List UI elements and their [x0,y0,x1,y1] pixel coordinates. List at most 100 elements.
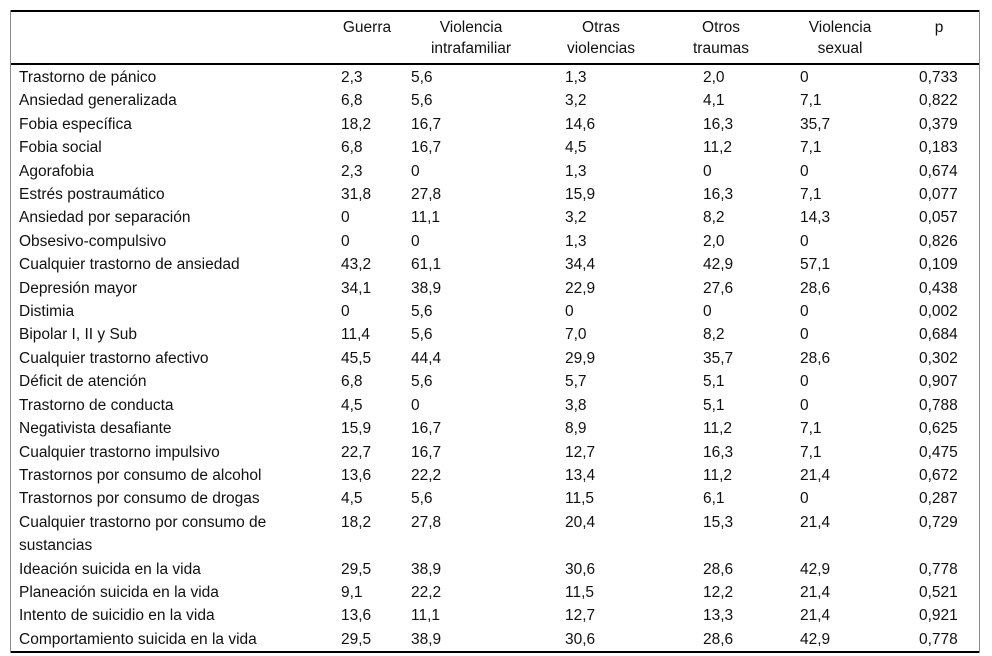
cell-value: 11,1 [411,209,441,227]
cell-value: 5,1 [703,396,725,414]
cell-value: 0,788 [919,396,958,414]
row-label: Comportamiento suicida en la vida [19,630,257,648]
table-row: Ansiedad generalizada 6,8 5,6 3,2 4,1 7,1 0,82… [11,89,979,112]
cell-value: 44,4 [411,349,442,367]
cell-value: 16,7 [411,420,442,438]
header-label: intrafamiliar [430,40,512,57]
cell-value: 7,1 [800,92,822,110]
table-row: Trastorno de pánico 2,3 5,6 1,3 2,0 0 0,733 [11,64,979,89]
cell-value: 5,6 [411,490,433,508]
cell-value: 15,3 [703,513,734,531]
table-row: Fobia social 6,8 16,7 4,5 11,2 7,1 0,183 [11,136,979,159]
cell-value: 0,684 [919,326,958,344]
cell-value: 13,6 [341,466,372,484]
cell-value: 14,3 [800,209,831,227]
cell-value: 0,921 [919,607,958,625]
cell-value: 4,1 [703,92,725,110]
cell-value: 28,6 [800,349,831,367]
header-label: Guerra [342,19,392,36]
cell-value: 14,6 [565,115,596,133]
header-cell-otras-violencias: Otras violencias [541,11,661,64]
cell-value: 0,379 [919,115,958,133]
cell-value: 18,2 [341,513,372,531]
cell-value: 7,1 [800,139,822,157]
cell-value: 27,8 [411,513,442,531]
row-label: Bipolar I, II y Sub [19,326,138,344]
header-cell-p: p [899,11,979,64]
cell-value: 28,6 [703,560,734,578]
table-row: Trastornos por consumo de alcohol 13,6 22,… [11,464,979,487]
cell-value: 3,8 [565,396,587,414]
cell-value: 0 [341,232,350,250]
cell-value: 11,2 [703,466,733,484]
cell-value: 2,0 [703,69,725,86]
row-label: Planeación suicida en la vida [19,583,219,601]
header-label: sexual [817,40,863,57]
header-label: traumas [693,40,749,57]
cell-value: 6,8 [341,373,363,391]
cell-value: 0,733 [919,69,958,86]
header-cell-violencia-intrafamiliar: Violencia intrafamiliar [401,11,541,64]
cell-value: 11,4 [341,326,371,344]
cell-value: 61,1 [411,256,442,274]
cell-value: 3,2 [565,209,587,227]
cell-value: 16,7 [411,443,442,461]
cell-value: 11,1 [411,607,441,625]
cell-value: 21,4 [800,607,831,625]
cell-value: 15,9 [565,186,596,204]
cell-value: 0 [800,373,809,391]
cell-value: 3,2 [565,92,587,110]
cell-value: 1,3 [565,69,587,86]
cell-value: 22,2 [411,466,442,484]
header-cell-empty [11,11,333,64]
cell-value: 29,5 [341,560,372,578]
cell-value: 5,6 [411,373,433,391]
cell-value: 11,5 [565,583,595,601]
cell-value: 11,2 [703,420,733,438]
cell-value: 6,1 [703,490,725,508]
cell-value: 38,9 [411,279,442,297]
cell-value: 57,1 [800,256,831,274]
table-row: Cualquier trastorno impulsivo 22,7 16,7 12,… [11,441,979,464]
row-label: Cualquier trastorno de ansiedad [19,256,240,274]
cell-value: 0 [411,162,420,180]
cell-value: 0,302 [919,349,958,367]
row-label: Cualquier trastorno afectivo [19,349,209,367]
cell-value: 0 [341,303,350,321]
cell-value: 0,109 [919,256,958,274]
cell-value: 0 [800,162,809,180]
cell-value: 0 [800,396,809,414]
table-row: Distimia 0 5,6 0 0 0 0,002 [11,300,979,323]
cell-value: 7,1 [800,186,822,204]
cell-value: 1,3 [565,162,587,180]
cell-value: 42,9 [800,560,831,578]
cell-value: 0 [800,326,809,344]
table-row: Cualquier trastorno por consumo de susta… [11,511,979,558]
cell-value: 0,287 [919,490,958,508]
cell-value: 0,077 [919,186,958,204]
cell-value: 8,2 [703,209,725,227]
cell-value: 21,4 [800,513,831,531]
row-label: Fobia específica [19,115,132,133]
cell-value: 38,9 [411,560,442,578]
cell-value: 13,4 [565,466,596,484]
cell-value: 13,3 [703,607,734,625]
row-label: Obsesivo-compulsivo [19,232,167,250]
row-label: Ansiedad generalizada [19,92,177,110]
cell-value: 28,6 [800,279,831,297]
cell-value: 0 [800,490,809,508]
row-label: Trastorno de pánico [19,69,157,86]
cell-value: 4,5 [341,490,363,508]
cell-value: 0,672 [919,466,958,484]
table-row: Cualquier trastorno afectivo 45,5 44,4 29,9… [11,347,979,370]
cell-value: 29,5 [341,630,372,648]
header-label: Otras [582,19,620,36]
cell-value: 5,7 [565,373,587,391]
cell-value: 0,826 [919,232,958,250]
table-row: Estrés postraumático 31,8 27,8 15,9 16,3 7,1 0… [11,183,979,206]
cell-value: 11,2 [703,139,733,157]
header-label: Violencia [808,19,872,36]
cell-value: 0 [800,232,809,250]
row-label: Cualquier trastorno impulsivo [19,443,220,461]
table-row: Depresión mayor 34,1 38,9 22,9 27,6 28,6 0,438 [11,277,979,300]
